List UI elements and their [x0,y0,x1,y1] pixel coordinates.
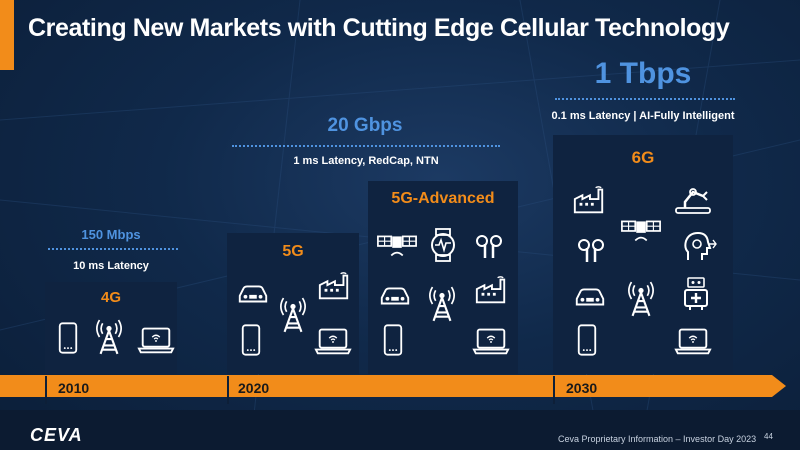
earbuds-icon [474,232,504,262]
satellite-icon [376,230,418,260]
generation-label-5g: 5G [282,243,304,260]
generation-label-6g: 6G [631,148,655,167]
factory-icon [572,185,606,215]
timeline-tick-2010 [45,376,47,404]
timeline-arrow-icon [772,375,786,397]
cell-tower-icon [90,318,128,356]
generation-label-5g-advanced: 5G-Advanced [391,190,495,207]
speed-divider-5g-advanced [232,145,500,147]
latency-4g: 10 ms Latency [73,260,149,272]
timeline-year-2020: 2020 [238,380,270,396]
footer [0,410,800,450]
timeline-tick-2030 [553,376,555,404]
timeline-tick-2020 [227,376,229,404]
car-icon [236,280,270,306]
laptop-icon [472,326,510,356]
page-title: Creating New Markets with Cutting Edge C… [28,14,730,42]
car-icon [573,283,607,309]
smartwatch-icon [428,228,458,262]
page-number: 44 [764,432,773,441]
latency-5g-advanced: 1 ms Latency, RedCap, NTN [293,155,439,167]
earbuds-icon [576,236,606,266]
laptop-icon [674,326,712,356]
column-5g-advanced [368,181,518,374]
smartphone-icon [240,322,262,358]
robot-arm-icon [673,182,713,216]
latency-6g: 0.1 ms Latency | AI-Fully Intelligent [551,110,735,122]
cell-tower-icon [423,285,461,323]
ai-head-icon [682,230,718,264]
timeline-year-2010: 2010 [58,380,90,396]
smartphone-icon [382,322,404,358]
title-accent-bar [0,0,14,70]
timeline-bar [0,375,772,397]
laptop-icon [137,325,175,355]
laptop-icon [314,326,352,356]
car-icon [378,282,412,308]
timeline-year-2030: 2030 [566,380,598,396]
cell-tower-icon [274,296,312,334]
speed-6g: 1 Tbps [594,57,692,90]
footer-text: Ceva Proprietary Information – Investor … [558,434,757,444]
speed-divider-6g [555,98,735,100]
factory-icon [474,275,508,305]
speed-4g: 150 Mbps [81,227,141,242]
generation-label-4g: 4G [100,289,121,306]
company-logo: CEVA [30,425,83,445]
satellite-icon [620,215,662,245]
speed-5g-advanced: 20 Gbps [327,115,403,136]
speed-divider-4g [48,248,178,250]
smartphone-icon [576,322,598,358]
cell-tower-icon [622,280,660,318]
smartphone-icon [57,320,79,356]
medical-robot-icon [680,276,712,312]
factory-icon [317,271,351,301]
